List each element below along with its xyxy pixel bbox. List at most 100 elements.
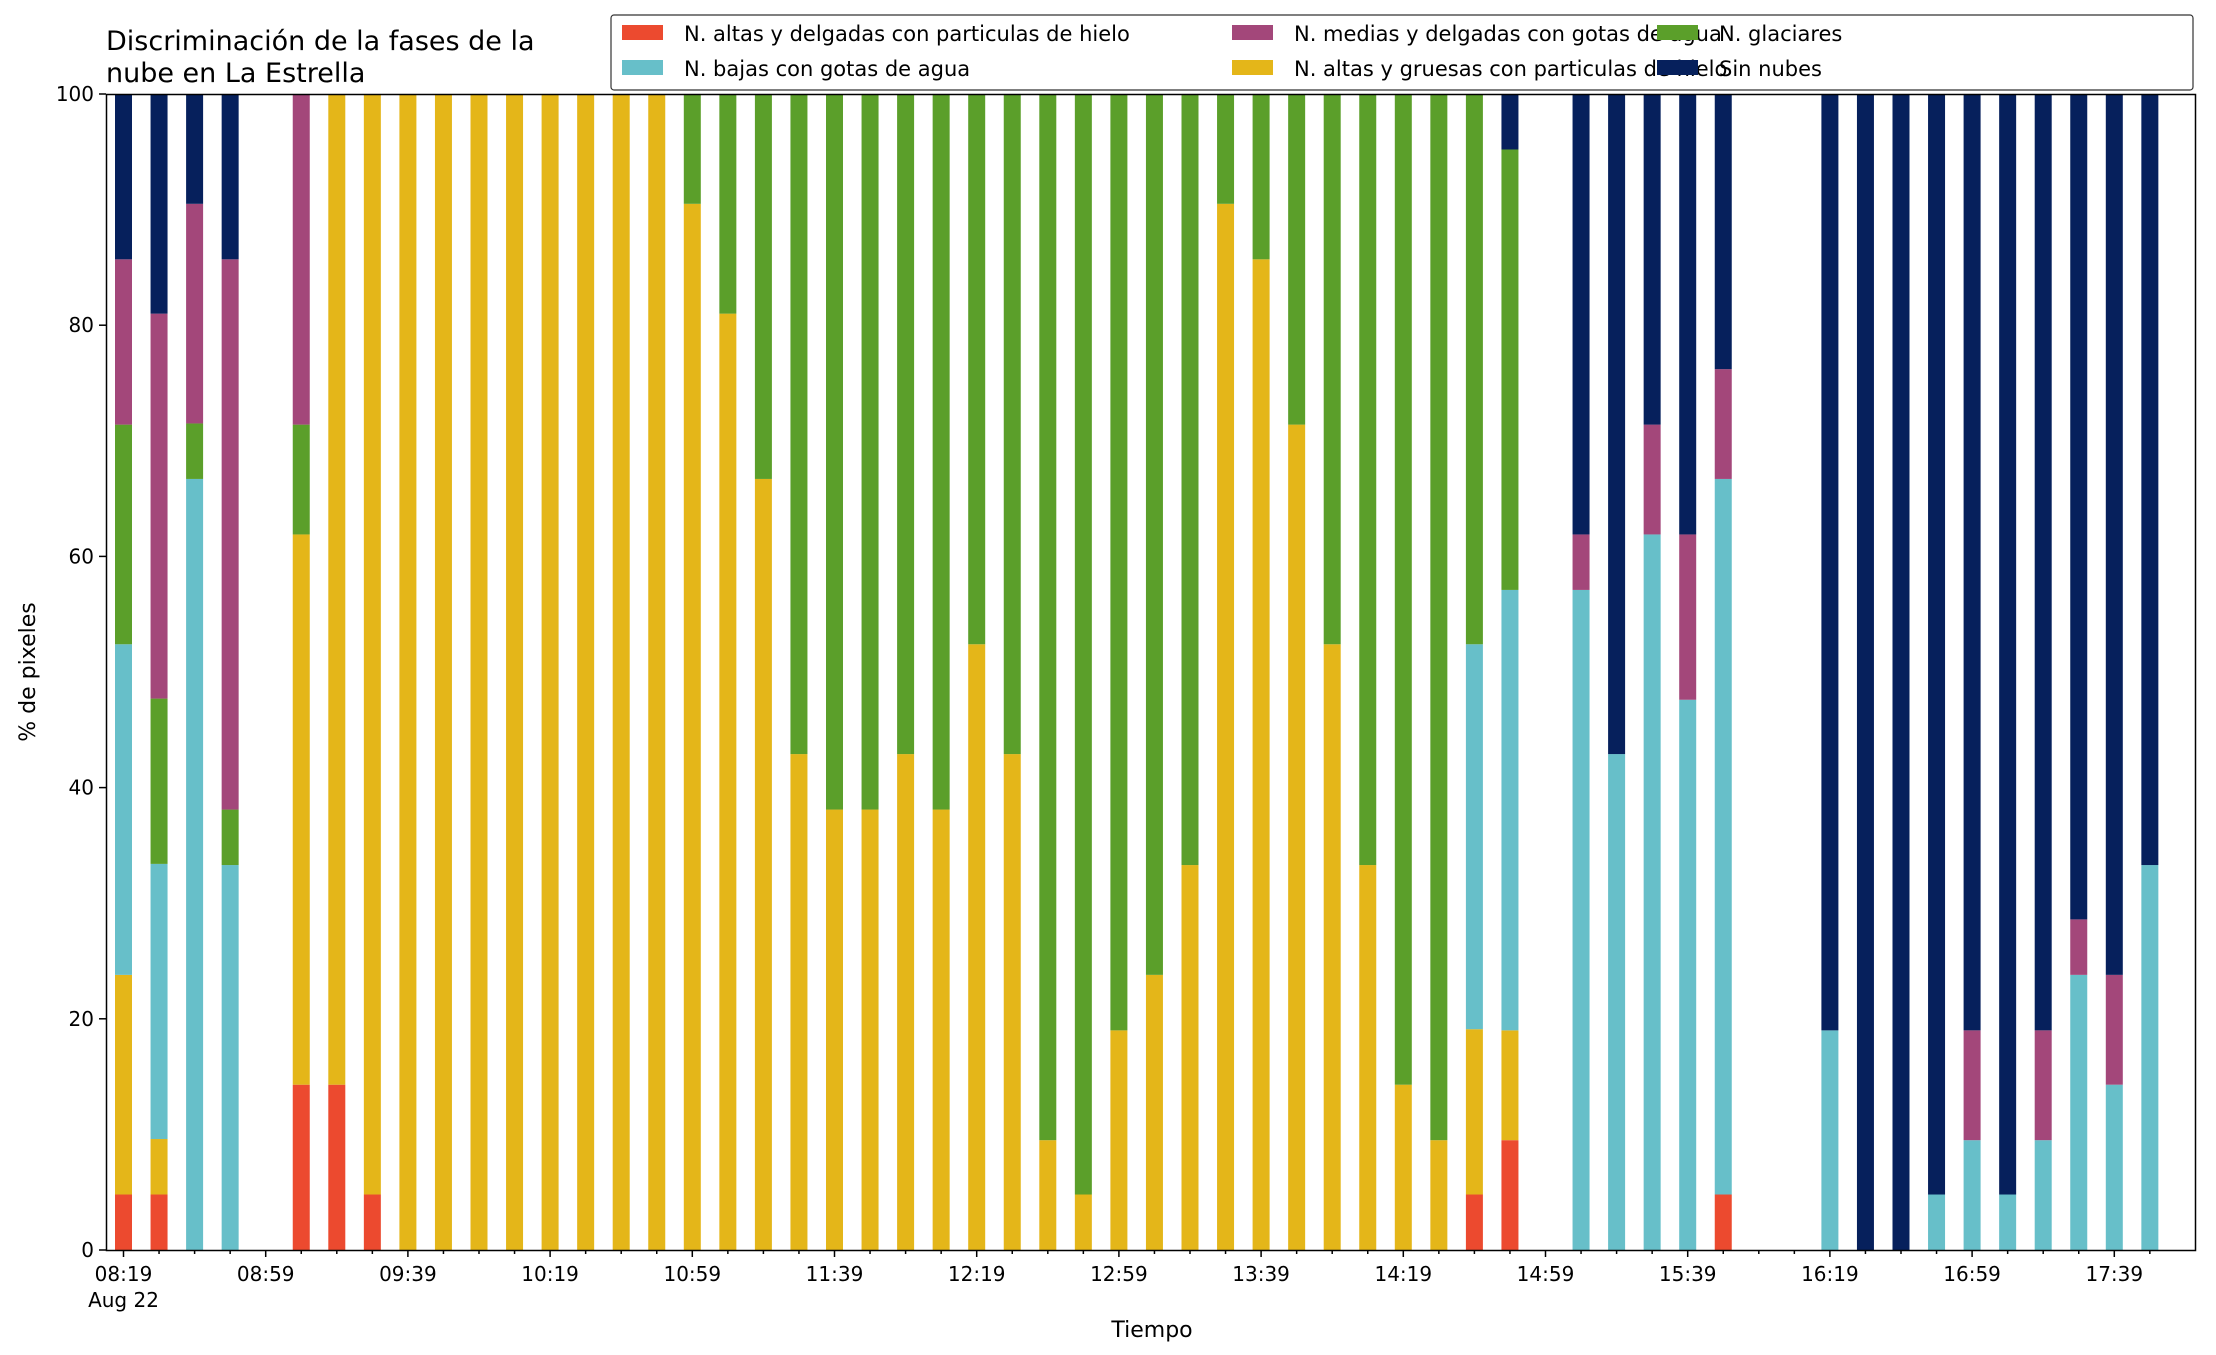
bar-segment-0819-s1 (115, 974, 132, 1195)
bar-segment-1619-s2 (1821, 1030, 1839, 1250)
y-tick-label: 100 (56, 82, 94, 106)
bar-segment-0929-s1 (363, 94, 381, 1195)
bar-segment-1139-s3 (826, 94, 843, 810)
bar-segment-0839-s3 (186, 423, 204, 479)
bar-segment-1129-s1 (790, 754, 808, 1250)
bar-segment-0849-s2 (221, 865, 239, 1250)
x-tick-label: 09:39 (379, 1262, 437, 1286)
bar-segment-1639-s5 (1892, 94, 1910, 1250)
bar-segment-1149-s1 (861, 809, 879, 1250)
legend-frame (610, 14, 2194, 91)
bar-segment-1449-s2 (1501, 589, 1519, 1031)
bar-segment-1649-s2 (1928, 1194, 1946, 1250)
bar-segment-1429-s3 (1430, 94, 1448, 1141)
bar-segment-1119-s3 (754, 94, 772, 479)
y-tick-label: 20 (69, 1007, 94, 1031)
bar-segment-1729-s4 (2070, 919, 2088, 975)
bar-segment-1449-s0 (1501, 1140, 1519, 1250)
bar-segment-1249-s1 (1074, 1194, 1092, 1250)
bar-segment-1439-s0 (1465, 1194, 1483, 1250)
bar-segment-1109-s3 (719, 94, 737, 314)
bar-segment-0829-s5 (150, 94, 168, 314)
bar-segment-1749-s5 (2141, 94, 2159, 866)
bar-segment-1549-s2 (1714, 478, 1732, 1195)
bar-segment-1429-s1 (1430, 1140, 1448, 1250)
bar-segment-0929-s0 (363, 1194, 381, 1250)
bar-segment-1549-s0 (1714, 1194, 1732, 1250)
bar-segment-1349-s3 (1288, 94, 1306, 425)
bar-segment-1259-s3 (1110, 94, 1128, 1031)
bar-segment-1129-s3 (790, 94, 808, 755)
bar-segment-1119-s1 (754, 478, 772, 1250)
bar-segment-1549-s5 (1714, 94, 1732, 370)
bar-segment-1319-s1 (1181, 865, 1199, 1250)
bar-segment-1659-s4 (1963, 1030, 1981, 1141)
bar-segment-1159-s1 (897, 754, 915, 1250)
bar-segment-1709-s5 (1999, 94, 2017, 1195)
bar-segment-0909-s3 (292, 424, 310, 535)
bar-segment-1549-s4 (1714, 369, 1732, 479)
bar-segment-1439-s2 (1465, 644, 1483, 1030)
y-tick-label: 40 (69, 776, 94, 800)
legend-swatch (622, 25, 663, 40)
bar-segment-1729-s5 (2070, 94, 2088, 920)
bar-segment-0849-s4 (221, 259, 239, 810)
bar-segment-1529-s2 (1643, 534, 1661, 1250)
legend-swatch (1232, 60, 1273, 75)
bar-segment-1519-s2 (1608, 754, 1626, 1250)
bar-segment-1539-s5 (1679, 94, 1697, 535)
x-axis: 08:19 08:59 09:39 10:19 10:59 11:39 12:19 12:59… (88, 1250, 2151, 1312)
bar-segment-0839-s2 (186, 478, 204, 1250)
x-tick-label: 10:19 (521, 1262, 579, 1286)
bar-segment-1109-s1 (719, 313, 737, 1250)
bar-segment-1139-s1 (826, 809, 843, 1250)
x-tick-label: 12:19 (948, 1262, 1006, 1286)
bar-segment-0829-s1 (150, 1139, 168, 1195)
legend-swatch (1657, 60, 1698, 75)
bar-segment-0909-s1 (292, 534, 310, 1085)
bar-segment-0959-s1 (470, 94, 488, 1250)
bar-segment-0819-s4 (115, 259, 132, 425)
bar-segment-1659-s2 (1963, 1140, 1981, 1250)
bar-segment-1359-s1 (1323, 644, 1341, 1250)
bar-segment-1419-s1 (1394, 1084, 1412, 1250)
x-tick-label: 16:59 (1943, 1262, 2001, 1286)
bar-segment-0819-s0 (115, 1194, 132, 1250)
bar-segment-1719-s2 (2034, 1140, 2052, 1250)
x-tick-label: 11:39 (806, 1262, 864, 1286)
legend-entry-label: N. medias y delgadas con gotas de agua (1294, 22, 1722, 46)
x-tick-label: 17:39 (2085, 1262, 2143, 1286)
bar-segment-1019-s1 (541, 94, 559, 1250)
bar-segment-1539-s2 (1679, 699, 1697, 1250)
bar-segment-1059-s1 (683, 203, 701, 1250)
bar-segment-1539-s4 (1679, 534, 1697, 700)
y-tick-label: 60 (69, 544, 94, 568)
bar-segment-1719-s4 (2034, 1030, 2052, 1141)
bar-segment-1409-s3 (1359, 94, 1377, 866)
x-tick-label: 14:59 (1517, 1262, 1575, 1286)
bar-segment-1629-s5 (1856, 94, 1874, 1250)
bars-layer (115, 94, 2159, 1250)
bar-segment-1059-s3 (683, 94, 701, 204)
bar-segment-1229-s1 (1003, 754, 1021, 1250)
bar-segment-0849-s5 (221, 94, 239, 260)
bar-segment-1149-s3 (861, 94, 879, 810)
bar-segment-1419-s3 (1394, 94, 1412, 1085)
bar-segment-0919-s0 (328, 1084, 346, 1250)
bar-segment-1209-s3 (932, 94, 950, 810)
y-tick-label: 80 (69, 313, 94, 337)
legend-entry-label: N. glaciares (1719, 22, 1842, 46)
y-tick-label: 0 (81, 1238, 94, 1262)
bar-segment-1329-s3 (1217, 94, 1235, 204)
bar-segment-1529-s5 (1643, 94, 1661, 425)
legend-entry-label: N. bajas con gotas de agua (684, 57, 970, 81)
bar-segment-1439-s1 (1465, 1029, 1483, 1195)
bar-segment-0839-s5 (186, 94, 204, 204)
x-tick-label: 10:59 (663, 1262, 721, 1286)
bar-segment-0829-s2 (150, 863, 168, 1140)
bar-segment-1739-s2 (2105, 1084, 2123, 1250)
bar-segment-1219-s1 (968, 644, 986, 1250)
bar-segment-0829-s3 (150, 698, 168, 864)
bar-segment-1749-s2 (2141, 865, 2159, 1250)
bar-segment-1249-s3 (1074, 94, 1092, 1195)
